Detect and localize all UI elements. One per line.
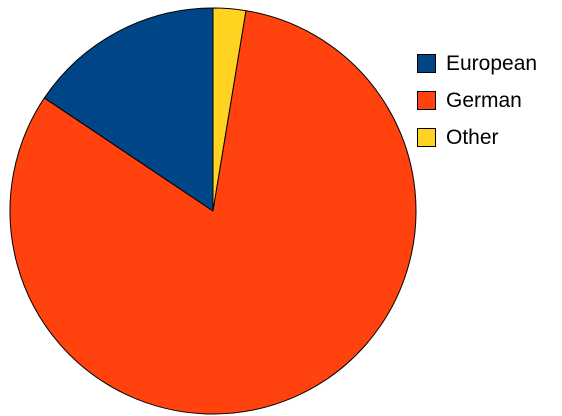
legend-swatch-european: [417, 54, 436, 73]
legend-item-german: German: [417, 82, 537, 119]
legend-label-other: Other: [446, 126, 499, 149]
legend-label-european: European: [446, 52, 538, 75]
legend-item-other: Other: [417, 119, 537, 156]
legend-label-german: German: [446, 89, 522, 112]
legend-item-european: European: [417, 45, 537, 82]
legend-swatch-other: [417, 128, 436, 147]
chart-legend: European German Other: [417, 45, 537, 156]
pie-slice-german: [9, 10, 417, 415]
legend-swatch-german: [417, 91, 436, 110]
pie-slice-european: [43, 7, 214, 212]
